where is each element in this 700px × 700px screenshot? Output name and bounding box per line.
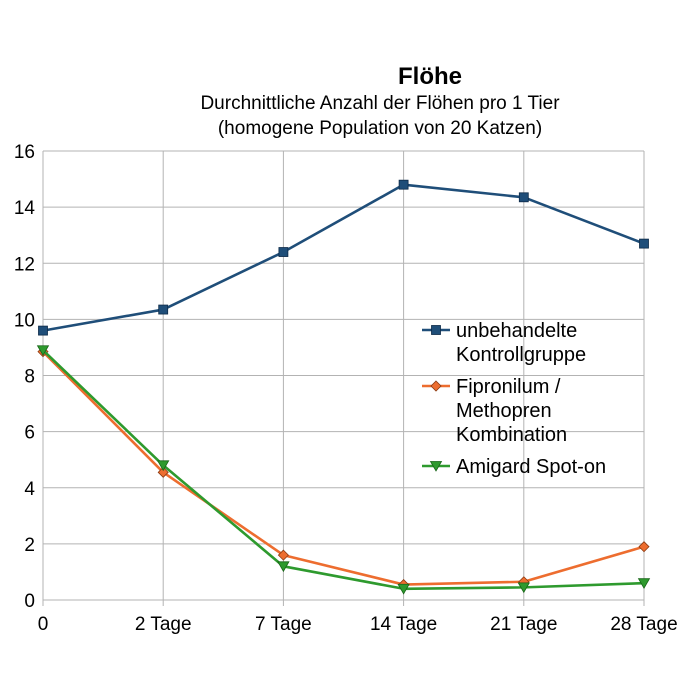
y-tick-label: 8 <box>24 367 35 388</box>
legend-label: Methopren <box>456 400 552 422</box>
x-tick-label: 7 Tage <box>255 614 312 635</box>
series-line-3 <box>42 349 645 591</box>
y-tick-label: 0 <box>24 591 35 612</box>
data-point <box>398 179 409 190</box>
data-point <box>157 460 170 472</box>
series-line-2 <box>42 350 645 586</box>
chart-subtitle-line-2: (homogene Population von 20 Katzen) <box>218 118 542 139</box>
legend-label: Kombination <box>456 424 567 446</box>
y-tick-label: 12 <box>14 254 35 275</box>
x-tick-label: 2 Tage <box>135 614 192 635</box>
y-tick-label: 14 <box>14 198 36 219</box>
plot-area: 0 2 4 6 8 10 12 14 16 0 2 Tage 7 Tage 14 Tage 21 Tage… <box>14 142 678 635</box>
y-tick-label: 10 <box>14 310 35 331</box>
data-point <box>36 345 50 357</box>
y-tick-label: 2 <box>24 535 35 556</box>
legend-label: unbehandelte <box>456 320 577 342</box>
x-tick-label: 0 <box>38 614 49 635</box>
legend-marker <box>429 461 443 472</box>
data-point <box>397 583 410 595</box>
data-point <box>518 192 529 203</box>
data-point <box>158 304 169 315</box>
legend-label: Fipronilum / <box>456 376 561 398</box>
legend-label: Kontrollgruppe <box>456 344 586 366</box>
data-point <box>157 466 169 478</box>
data-point <box>278 247 289 257</box>
y-tick-label: 6 <box>24 423 35 444</box>
data-point <box>38 325 48 336</box>
series-line-1 <box>42 183 645 332</box>
data-point <box>637 578 651 589</box>
chart-subtitle-line-1: Durchnittliche Anzahl der Flöhen pro 1 T… <box>200 93 560 114</box>
data-point <box>277 561 290 573</box>
x-tick-label: 21 Tage <box>490 614 557 635</box>
x-tick-label: 14 Tage <box>370 614 437 635</box>
legend-marker <box>430 380 442 392</box>
data-point <box>638 541 650 553</box>
data-point <box>517 582 530 594</box>
y-tick-label: 16 <box>14 142 35 163</box>
chart-title: Flöhe <box>398 63 462 90</box>
data-point <box>639 238 649 249</box>
legend-label: Amigard Spot-on <box>456 456 606 478</box>
legend-marker <box>431 325 441 335</box>
x-tick-label: 28 Tage <box>610 614 677 635</box>
data-point <box>277 549 289 561</box>
y-tick-label: 4 <box>24 479 35 500</box>
